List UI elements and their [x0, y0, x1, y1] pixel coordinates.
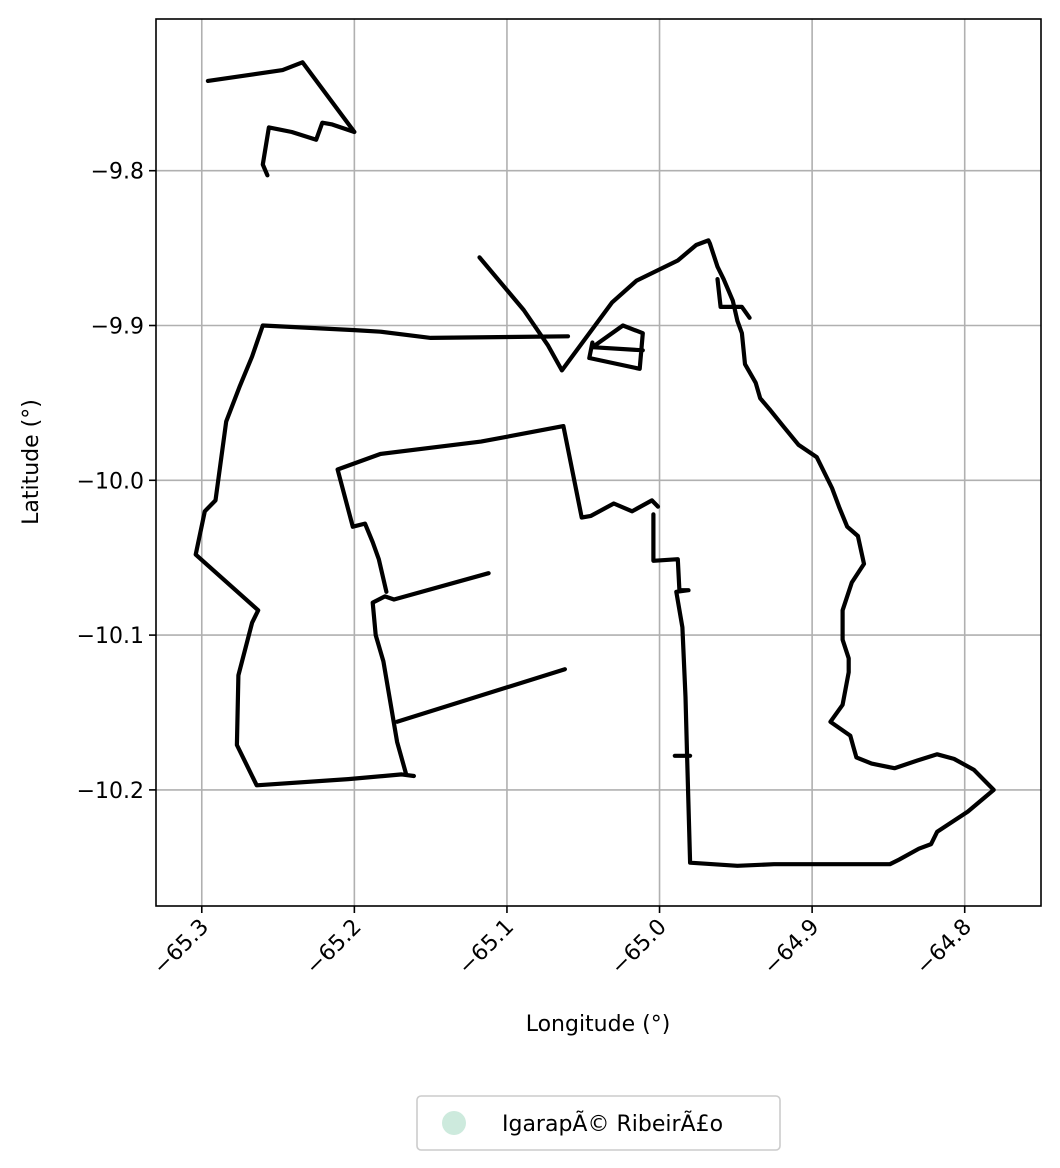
y-axis-ticks: −9.8 −9.9 −10.0 −10.1 −10.2	[77, 160, 156, 804]
boundary-western-outline	[193, 323, 571, 788]
y-tick-label: −10.2	[77, 779, 144, 804]
legend-marker-icon	[442, 1111, 466, 1135]
x-axis-ticks: −65.3 −65.2 −65.1 −65.0 −64.9 −64.8	[149, 906, 977, 980]
x-tick-label: −65.0	[606, 915, 671, 980]
legend-label: IgarapÃ© RibeirÃ£o	[502, 1110, 723, 1137]
plot-frame	[155, 18, 1042, 907]
boundary-east-inner-block	[587, 323, 645, 371]
x-tick-label: −65.3	[149, 915, 214, 980]
boundary-eastern-inlet	[715, 277, 752, 320]
boundary-northwest-outline	[205, 60, 357, 178]
y-tick-label: −10.1	[77, 624, 144, 649]
x-tick-label: −65.2	[301, 915, 366, 980]
boundary-inner-west-edge	[395, 667, 568, 724]
boundary-features	[193, 60, 996, 868]
y-tick-label: −9.9	[91, 315, 144, 340]
legend: IgarapÃ© RibeirÃ£o	[416, 1095, 781, 1151]
boundary-inner-north-edge	[335, 424, 661, 594]
x-tick-label: −64.8	[912, 915, 977, 980]
x-tick-label: −65.1	[454, 915, 519, 980]
grid-lines	[156, 19, 1041, 906]
x-axis-label: Longitude (°)	[526, 1012, 671, 1037]
boundary-eastern-outline	[477, 238, 996, 868]
y-tick-label: −9.8	[91, 160, 144, 185]
boundary-inner-outline	[370, 571, 491, 777]
y-axis-label: Latitude (°)	[19, 399, 44, 525]
legend-frame	[416, 1095, 781, 1151]
y-tick-label: −10.0	[77, 469, 144, 494]
x-tick-label: −64.9	[759, 915, 824, 980]
